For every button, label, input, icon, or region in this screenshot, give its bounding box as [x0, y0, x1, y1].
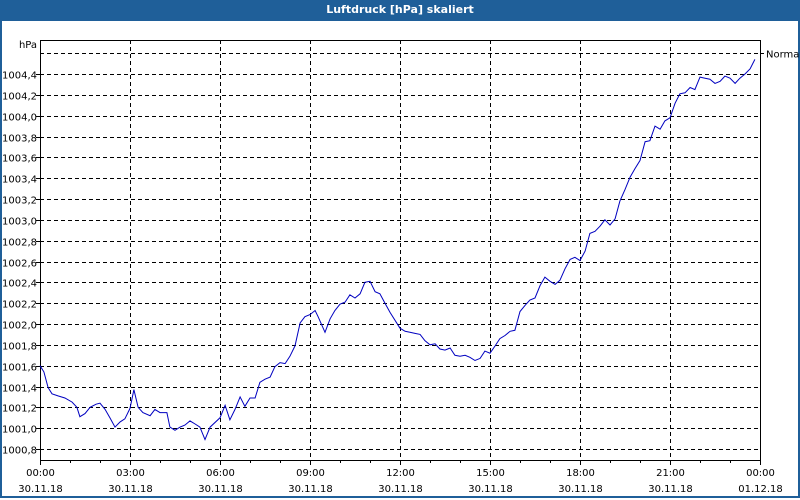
x-tick-time: 00:00 — [746, 468, 775, 479]
x-tick-time: 00:00 — [26, 468, 55, 479]
x-tick-date: 30.11.18 — [198, 484, 243, 495]
y-tick-label: 1002,2 — [2, 300, 37, 311]
x-tick-time: 06:00 — [206, 468, 235, 479]
grid — [40, 40, 760, 460]
y-tick-label: 1001,0 — [2, 425, 37, 436]
x-tick-time: 15:00 — [476, 468, 505, 479]
y-tick-label: 1003,2 — [2, 196, 37, 207]
x-tick-date: 30.11.18 — [558, 484, 603, 495]
x-tick-date: 30.11.18 — [648, 484, 693, 495]
y-tick-label: 1002,4 — [2, 279, 37, 290]
y-tick-label: 1003,6 — [2, 154, 37, 165]
x-tick-time: 21:00 — [656, 468, 685, 479]
y-tick-label: 1003,8 — [2, 134, 37, 145]
normal-label: Normal — [766, 50, 800, 61]
y-tick-label: 1000,8 — [2, 446, 37, 457]
y-tick-label: 1001,4 — [2, 384, 37, 395]
y-tick-label: 1002,0 — [2, 321, 37, 332]
x-tick-date: 30.11.18 — [378, 484, 423, 495]
y-tick-label: 1004,0 — [2, 113, 37, 124]
y-tick-label: 1003,0 — [2, 217, 37, 228]
x-tick-date: 30.11.18 — [288, 484, 333, 495]
y-tick-label: 1002,6 — [2, 259, 37, 270]
x-tick-time: 12:00 — [386, 468, 415, 479]
y-unit-label: hPa — [19, 40, 37, 51]
axes — [36, 40, 764, 465]
x-tick-date: 30.11.18 — [468, 484, 513, 495]
window-title: Luftdruck [hPa] skaliert — [0, 0, 800, 21]
y-tick-label: 1001,6 — [2, 363, 37, 374]
x-tick-time: 18:00 — [566, 468, 595, 479]
x-tick-time: 03:00 — [116, 468, 145, 479]
x-tick-date: 30.11.18 — [18, 484, 63, 495]
y-tick-label: 1003,4 — [2, 175, 37, 186]
y-tick-label: 1004,2 — [2, 92, 37, 103]
pressure-series-line — [39, 59, 756, 441]
y-tick-label: 1002,8 — [2, 238, 37, 249]
x-tick-time: 09:00 — [296, 468, 325, 479]
x-tick-date: 01.12.18 — [738, 484, 783, 495]
axis-labels: 1004,4 1004,2 1004,0 1003,8 1003,6 1003,4 1003… — [2, 40, 800, 495]
y-tick-label: 1001,2 — [2, 404, 37, 415]
y-tick-label: 1004,4 — [2, 71, 37, 82]
x-tick-date: 30.11.18 — [108, 484, 153, 495]
plot-frame — [40, 40, 761, 461]
y-tick-label: 1001,8 — [2, 342, 37, 353]
